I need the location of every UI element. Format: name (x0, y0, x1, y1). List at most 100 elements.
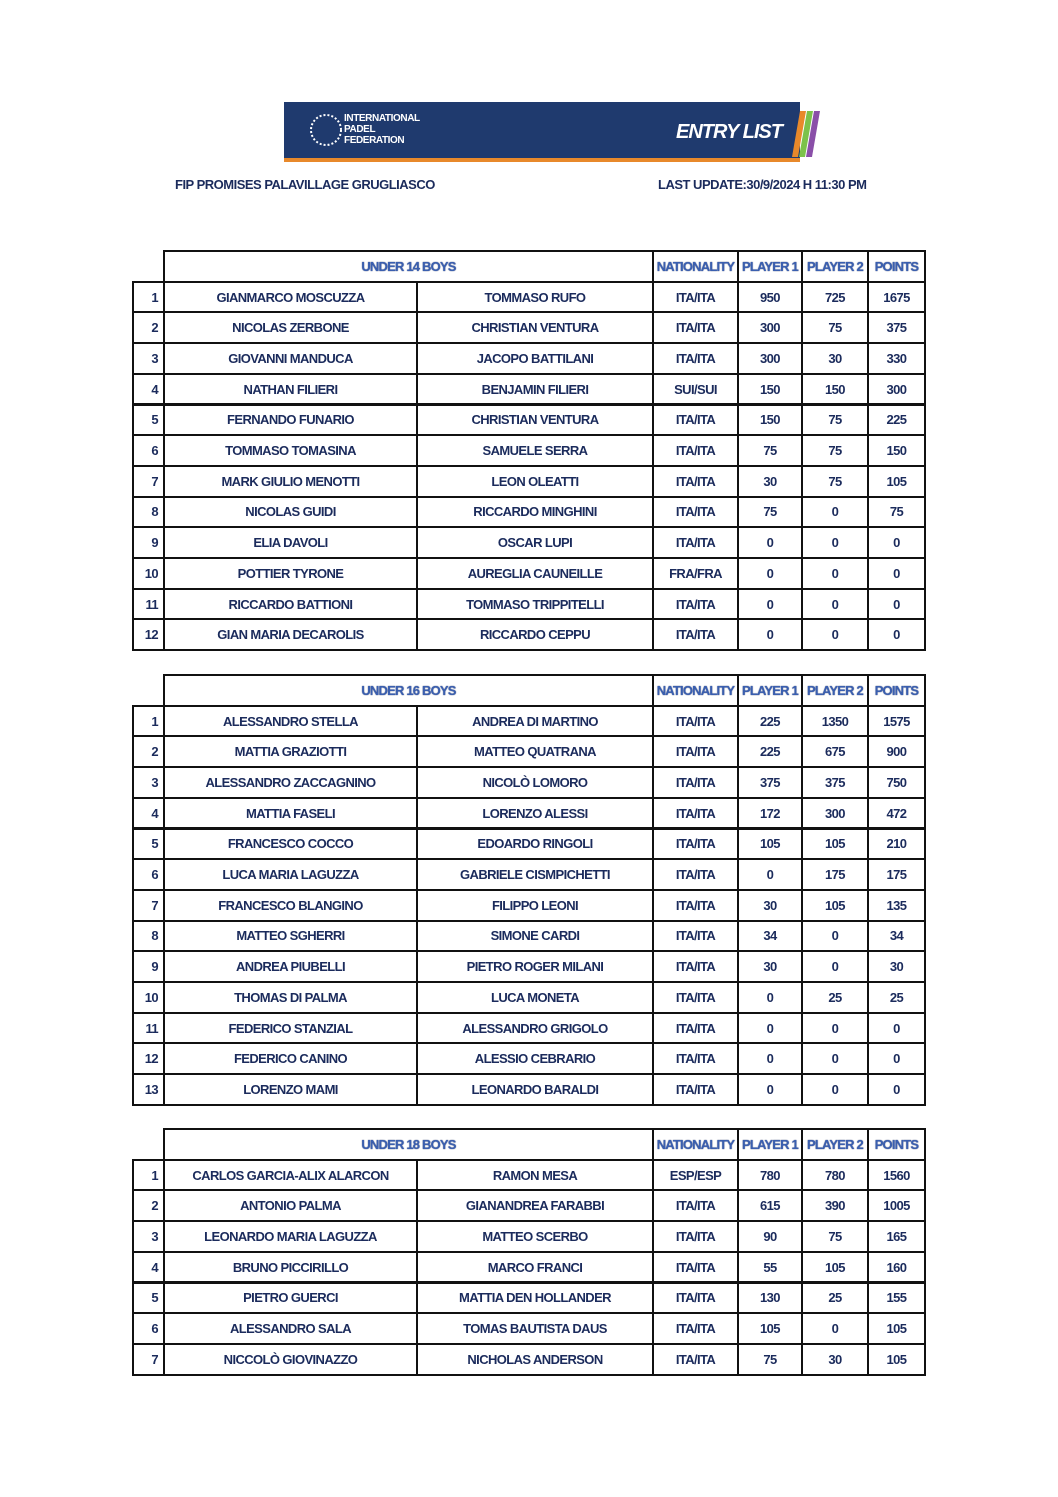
rank: 1 (132, 280, 165, 314)
entry-cell: GIANANDREA FARABBI (416, 1189, 654, 1223)
entry-cell: 375 (737, 766, 803, 799)
entry-cell: 0 (867, 587, 926, 621)
entry-cell: 30 (737, 950, 803, 983)
stripe (806, 111, 820, 157)
entry-cell: ITA/ITA (652, 1189, 739, 1223)
entry-cell: FEDERICO STANZIAL (163, 1011, 418, 1045)
entry-cell: 175 (867, 858, 926, 891)
entry-cell: CHRISTIAN VENTURA (416, 311, 654, 345)
entry-cell: JACOPO BATTILANI (416, 342, 654, 375)
entry-cell: ITA/ITA (652, 827, 739, 861)
entry-cell: ITA/ITA (652, 1250, 739, 1284)
entry-cell: TOMMASO TOMASINA (163, 434, 418, 467)
entry-cell: FEDERICO CANINO (163, 1042, 418, 1076)
category-header: UNDER 18 BOYS (163, 1128, 654, 1161)
rank: 1 (132, 704, 165, 738)
entry-cell: ITA/ITA (652, 919, 739, 953)
entry-cell: FRA/FRA (652, 557, 739, 590)
rank: 9 (132, 950, 165, 983)
rank: 6 (132, 434, 165, 467)
entry-cell: 300 (737, 342, 803, 375)
entry-cell: 0 (801, 1073, 869, 1106)
entry-cell: ITA/ITA (652, 981, 739, 1014)
entry-cell: 30 (737, 464, 803, 498)
entry-cell: ITA/ITA (652, 587, 739, 621)
banner-stripes (792, 111, 820, 157)
column-header: PLAYER 1 (737, 1128, 803, 1161)
rank: 4 (132, 372, 165, 406)
entry-cell: 0 (737, 618, 803, 652)
entry-cell: 1675 (867, 280, 926, 314)
entry-cell: 150 (801, 372, 869, 406)
logo-text: INTERNATIONAL PADEL FEDERATION (344, 113, 420, 146)
entry-cell: 210 (867, 827, 926, 861)
entry-cell: 160 (867, 1250, 926, 1284)
column-header: POINTS (867, 250, 926, 283)
entry-cell: 30 (737, 888, 803, 922)
entry-cell: NICOLAS ZERBONE (163, 311, 418, 345)
entry-cell: 0 (867, 618, 926, 652)
entry-cell: FRANCESCO BLANGINO (163, 888, 418, 922)
entry-cell: RICCARDO MINGHINI (416, 495, 654, 529)
entry-cell: 75 (867, 495, 926, 529)
rank: 4 (132, 796, 165, 830)
entry-cell: ITA/ITA (652, 950, 739, 983)
entry-cell: 150 (737, 403, 803, 437)
entry-cell: MATTEO QUATRANA (416, 735, 654, 769)
entry-cell: MATTIA DEN HOLLANDER (416, 1281, 654, 1315)
entry-cell: 0 (867, 1011, 926, 1045)
rank: 2 (132, 311, 165, 345)
entry-cell: LUCA MONETA (416, 981, 654, 1014)
entry-cell: 0 (801, 1042, 869, 1076)
rank: 13 (132, 1073, 165, 1106)
entry-cell: 300 (867, 372, 926, 406)
entry-cell: 950 (737, 280, 803, 314)
entry-cell: CHRISTIAN VENTURA (416, 403, 654, 437)
entry-cell: NATHAN FILIERI (163, 372, 418, 406)
entry-cell: ITA/ITA (652, 796, 739, 830)
entry-cell: ALESSANDRO GRIGOLO (416, 1011, 654, 1045)
rank: 1 (132, 1158, 165, 1192)
category-header: UNDER 14 BOYS (163, 250, 654, 283)
column-header: NATIONALITY (652, 1128, 739, 1161)
entry-cell: ITA/ITA (652, 495, 739, 529)
rank: 12 (132, 618, 165, 652)
entry-cell: SUI/SUI (652, 372, 739, 406)
entry-cell: 0 (737, 587, 803, 621)
entry-cell: ITA/ITA (652, 704, 739, 738)
rank: 11 (132, 1011, 165, 1045)
entry-cell: 55 (737, 1250, 803, 1284)
entry-cell: 34 (867, 919, 926, 953)
entry-cell: 34 (737, 919, 803, 953)
entry-cell: ITA/ITA (652, 526, 739, 559)
entry-cell: 90 (737, 1220, 803, 1253)
entry-cell: PIETRO ROGER MILANI (416, 950, 654, 983)
entry-cell: 0 (801, 1312, 869, 1345)
entry-cell: ALESSIO CEBRARIO (416, 1042, 654, 1076)
entry-cell: 75 (801, 1220, 869, 1253)
entry-cell: 1575 (867, 704, 926, 738)
last-update: LAST UPDATE:30/9/2024 H 11:30 PM (658, 177, 867, 192)
entry-cell: ITA/ITA (652, 618, 739, 652)
logo-line: INTERNATIONAL (344, 113, 420, 124)
entry-cell: ITA/ITA (652, 1073, 739, 1106)
entry-cell: 30 (801, 342, 869, 375)
entry-cell: 900 (867, 735, 926, 769)
rank: 3 (132, 766, 165, 799)
column-header: PLAYER 2 (801, 1128, 869, 1161)
rank: 2 (132, 735, 165, 769)
rank: 11 (132, 587, 165, 621)
entry-cell: 0 (737, 858, 803, 891)
entry-cell: 375 (801, 766, 869, 799)
entry-cell: LUCA MARIA LAGUZZA (163, 858, 418, 891)
entry-cell: 0 (737, 1042, 803, 1076)
entry-cell: 25 (801, 1281, 869, 1315)
entry-cell: 225 (867, 403, 926, 437)
entry-cell: ITA/ITA (652, 1042, 739, 1076)
entry-cell: MATTEO SCERBO (416, 1220, 654, 1253)
entry-cell: 165 (867, 1220, 926, 1253)
entry-cell: LORENZO MAMI (163, 1073, 418, 1106)
entry-cell: ALESSANDRO STELLA (163, 704, 418, 738)
entry-cell: ITA/ITA (652, 464, 739, 498)
entry-cell: NICOLAS GUIDI (163, 495, 418, 529)
